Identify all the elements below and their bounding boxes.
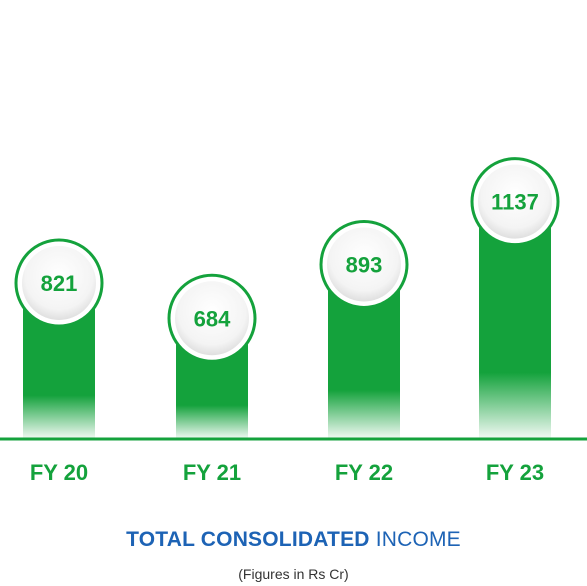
chart-title-bold: TOTAL CONSOLIDATED — [126, 528, 370, 551]
chart-title: TOTAL CONSOLIDATED INCOME — [0, 528, 587, 552]
category-label: FY 20 — [30, 460, 88, 485]
category-label: FY 23 — [486, 460, 544, 485]
data-label: 684 — [194, 306, 231, 331]
value-bubble — [327, 227, 401, 302]
chart-subtitle: (Figures in Rs Cr) — [238, 566, 349, 582]
data-label: 821 — [41, 271, 78, 296]
value-bubble — [22, 245, 96, 320]
data-label: 1137 — [491, 190, 539, 215]
value-bubble — [175, 281, 249, 356]
data-label: 893 — [346, 252, 383, 277]
value-bubble — [478, 164, 552, 239]
category-label: FY 21 — [183, 460, 241, 485]
category-label: FY 22 — [335, 460, 393, 485]
chart-title-light: INCOME — [375, 528, 461, 551]
